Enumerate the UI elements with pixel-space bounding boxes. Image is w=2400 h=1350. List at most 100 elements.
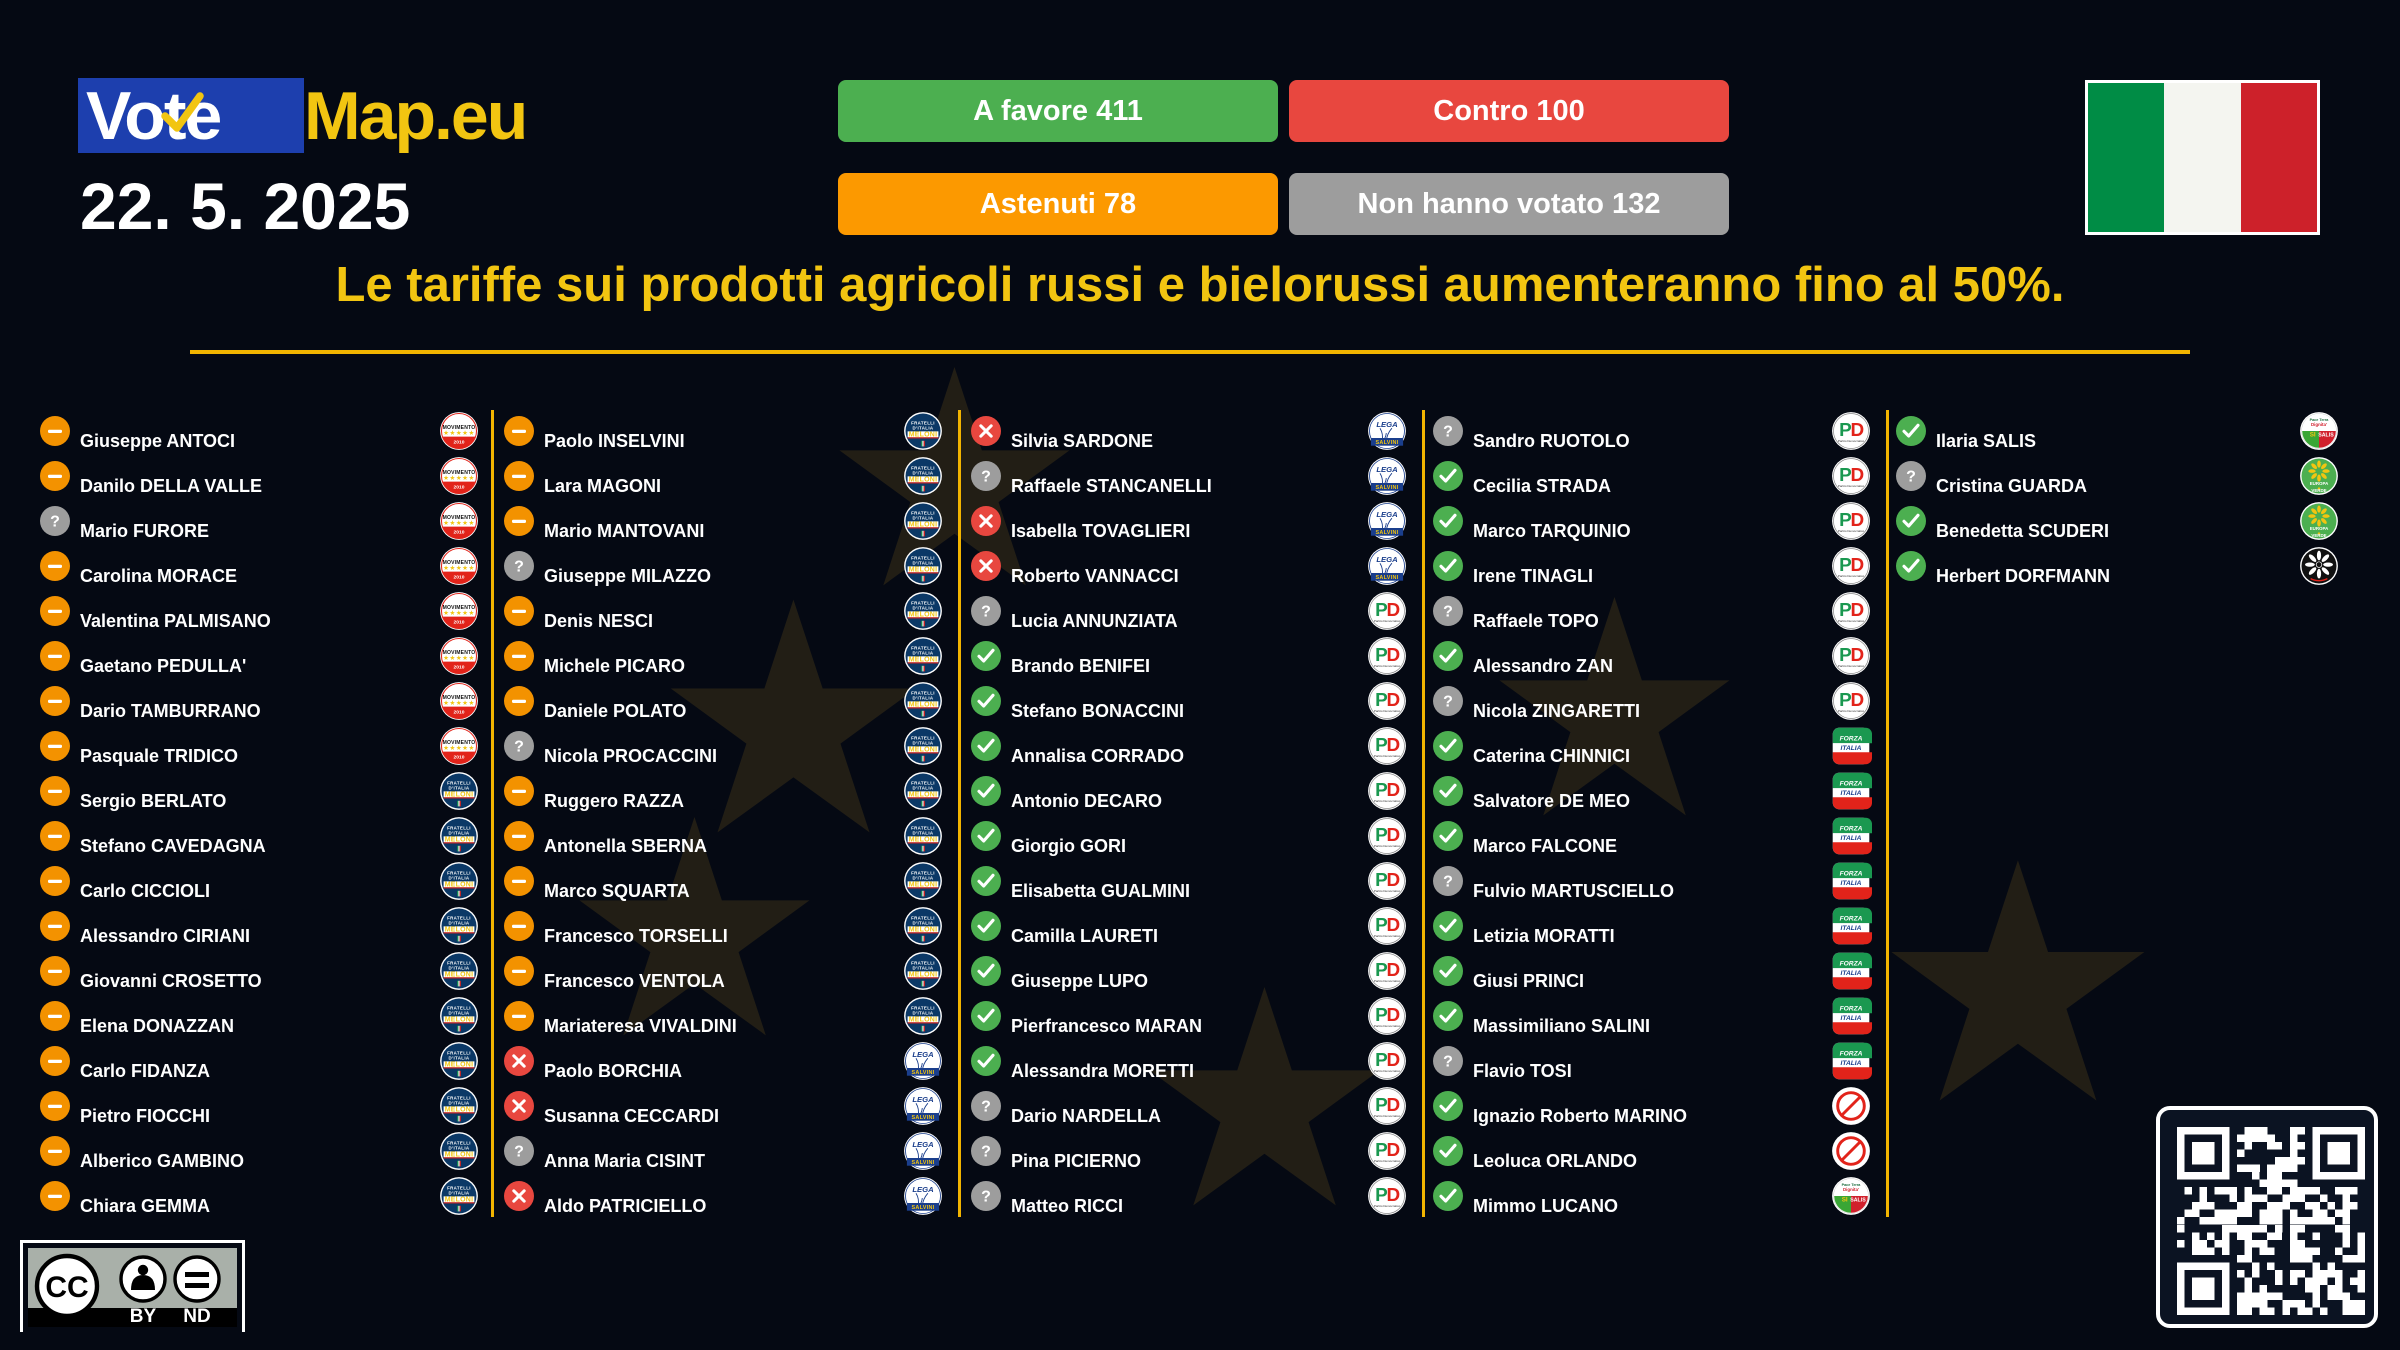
svg-text:D'ITALIA: D'ITALIA <box>913 695 934 700</box>
svg-text:MELONI: MELONI <box>445 971 473 978</box>
svg-text:EUROPA: EUROPA <box>2310 526 2329 531</box>
svg-text:D'ITALIA: D'ITALIA <box>913 1010 934 1015</box>
svg-text:D: D <box>1386 870 1400 891</box>
svg-text:FORZA: FORZA <box>1840 870 1863 877</box>
svg-text:ITALIA: ITALIA <box>1841 745 1862 752</box>
svg-text:D: D <box>1386 1005 1400 1026</box>
svg-text:EUROPA: EUROPA <box>2310 481 2329 486</box>
svg-text:Partito Democratico: Partito Democratico <box>1374 664 1401 668</box>
svg-text:D: D <box>1850 690 1864 711</box>
svg-text:D'ITALIA: D'ITALIA <box>913 740 934 745</box>
svg-text:MELONI: MELONI <box>909 521 937 528</box>
svg-text:LEGA: LEGA <box>912 1140 933 1149</box>
svg-text:MELONI: MELONI <box>445 1151 473 1158</box>
svg-text:MELONI: MELONI <box>909 566 937 573</box>
svg-text:?: ? <box>981 604 991 621</box>
svg-text:D'ITALIA: D'ITALIA <box>449 1190 470 1195</box>
svg-text:D'ITALIA: D'ITALIA <box>449 1010 470 1015</box>
svg-text:2010: 2010 <box>454 665 465 671</box>
svg-text:MELONI: MELONI <box>445 926 473 933</box>
svg-text:D: D <box>1386 1185 1400 1206</box>
svg-text:CC: CC <box>45 1271 88 1304</box>
svg-text:Partito Democratico: Partito Democratico <box>1374 1024 1401 1028</box>
svg-text:D'ITALIA: D'ITALIA <box>449 830 470 835</box>
svg-text:SALVINI: SALVINI <box>1375 485 1398 491</box>
svg-text:D'ITALIA: D'ITALIA <box>913 560 934 565</box>
svg-text:?: ? <box>981 469 991 486</box>
svg-text:?: ? <box>1443 604 1453 621</box>
svg-text:SALIS: SALIS <box>1850 1198 1866 1204</box>
svg-text:Partito Democratico: Partito Democratico <box>1374 889 1401 893</box>
svg-text:D: D <box>1850 645 1864 666</box>
svg-text:MELONI: MELONI <box>909 971 937 978</box>
svg-text:Partito Democratico: Partito Democratico <box>1838 529 1865 533</box>
svg-text:BY: BY <box>130 1306 157 1327</box>
svg-text:MELONI: MELONI <box>445 836 473 843</box>
svg-text:D'ITALIA: D'ITALIA <box>449 1100 470 1105</box>
svg-text:D: D <box>1850 510 1864 531</box>
svg-text:D: D <box>1386 645 1400 666</box>
svg-text:D'ITALIA: D'ITALIA <box>913 920 934 925</box>
svg-text:ITALIA: ITALIA <box>1841 790 1862 797</box>
svg-text:D: D <box>1386 1050 1400 1071</box>
svg-text:SALVINI: SALVINI <box>911 1205 934 1211</box>
svg-text:SI: SI <box>2310 432 2316 439</box>
svg-text:LEGA: LEGA <box>912 1185 933 1194</box>
svg-text:D'ITALIA: D'ITALIA <box>913 965 934 970</box>
svg-text:SALVINI: SALVINI <box>1375 530 1398 536</box>
svg-text:Partito Democratico: Partito Democratico <box>1838 484 1865 488</box>
svg-text:D: D <box>1850 420 1864 441</box>
svg-text:FORZA: FORZA <box>1840 1005 1863 1012</box>
svg-text:Vote: Vote <box>86 78 220 153</box>
svg-text:Partito Democratico: Partito Democratico <box>1374 979 1401 983</box>
svg-text:?: ? <box>981 1099 991 1116</box>
svg-text:ITALIA: ITALIA <box>1841 1015 1862 1022</box>
svg-text:2010: 2010 <box>454 710 465 716</box>
svg-text:MELONI: MELONI <box>445 1061 473 1068</box>
svg-text:D: D <box>1850 465 1864 486</box>
svg-text:Partito Democratico: Partito Democratico <box>1374 934 1401 938</box>
svg-text:LEGA: LEGA <box>912 1050 933 1059</box>
svg-text:SALVINI: SALVINI <box>911 1070 934 1076</box>
svg-text:D'ITALIA: D'ITALIA <box>913 515 934 520</box>
svg-text:D'ITALIA: D'ITALIA <box>449 875 470 880</box>
svg-text:Partito Democratico: Partito Democratico <box>1838 664 1865 668</box>
svg-text:?: ? <box>514 1144 524 1161</box>
svg-text:D: D <box>1850 555 1864 576</box>
svg-text:VERDE: VERDE <box>2311 533 2326 538</box>
svg-text:MELONI: MELONI <box>909 656 937 663</box>
svg-text:D'ITALIA: D'ITALIA <box>913 875 934 880</box>
svg-text:D'ITALIA: D'ITALIA <box>913 425 934 430</box>
svg-text:D: D <box>1386 1140 1400 1161</box>
svg-text:SALVINI: SALVINI <box>1375 575 1398 581</box>
svg-text:Partito Democratico: Partito Democratico <box>1374 754 1401 758</box>
svg-text:MELONI: MELONI <box>909 746 937 753</box>
svg-text:MELONI: MELONI <box>909 701 937 708</box>
svg-text:D'ITALIA: D'ITALIA <box>913 650 934 655</box>
svg-text:?: ? <box>1443 1054 1453 1071</box>
svg-text:LEGA: LEGA <box>912 1095 933 1104</box>
svg-text:FORZA: FORZA <box>1840 780 1863 787</box>
svg-text:2010: 2010 <box>454 530 465 536</box>
svg-text:MELONI: MELONI <box>445 1106 473 1113</box>
svg-text:?: ? <box>514 739 524 756</box>
svg-text:★★★★★: ★★★★★ <box>443 655 475 662</box>
svg-text:MELONI: MELONI <box>909 611 937 618</box>
svg-text:Dignita': Dignita' <box>1843 1187 1859 1192</box>
svg-text:FORZA: FORZA <box>1840 825 1863 832</box>
svg-text:?: ? <box>981 1144 991 1161</box>
svg-text:ITALIA: ITALIA <box>1841 880 1862 887</box>
svg-text:★★★★★: ★★★★★ <box>443 520 475 527</box>
svg-text:Partito Democratico: Partito Democratico <box>1374 619 1401 623</box>
svg-text:SALIS: SALIS <box>2318 433 2334 439</box>
svg-text:Partito Democratico: Partito Democratico <box>1838 439 1865 443</box>
svg-text:?: ? <box>1906 469 1916 486</box>
svg-text:D: D <box>1386 915 1400 936</box>
svg-text:VERDE: VERDE <box>2311 488 2326 493</box>
svg-text:FORZA: FORZA <box>1840 960 1863 967</box>
svg-text:MELONI: MELONI <box>909 881 937 888</box>
svg-text:★★★★★: ★★★★★ <box>443 475 475 482</box>
svg-text:Partito Democratico: Partito Democratico <box>1374 1204 1401 1208</box>
svg-text:MELONI: MELONI <box>909 791 937 798</box>
svg-text:MELONI: MELONI <box>445 791 473 798</box>
